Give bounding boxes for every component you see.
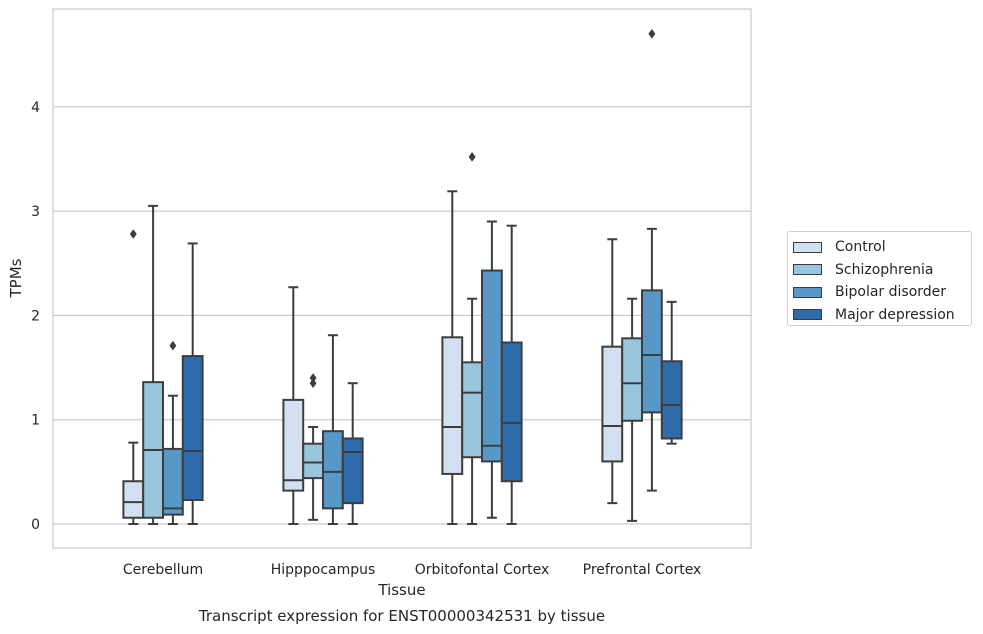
- iqr-box: [601, 345, 624, 463]
- iqr-box: [162, 447, 184, 516]
- iqr-box: [302, 442, 325, 480]
- box-control: [441, 190, 464, 525]
- legend-item-schizophrenia: Schizophrenia: [788, 259, 971, 282]
- chart-caption: Transcript expression for ENST0000034253…: [198, 607, 606, 625]
- legend-swatch: [793, 286, 822, 298]
- iqr-box: [282, 398, 305, 492]
- box-schizophrenia: [461, 151, 484, 525]
- x-tick-label: Prefrontal Cortex: [583, 562, 702, 578]
- boxes: [122, 28, 683, 525]
- box-schizophrenia: [621, 297, 644, 522]
- legend-swatch: [793, 264, 822, 276]
- x-tick-label: Hipppocampus: [271, 562, 376, 578]
- outlier-point: [468, 151, 476, 162]
- box-bipolar-disorder: [481, 220, 503, 519]
- legend-item-control: Control: [788, 236, 971, 259]
- box-schizophrenia: [302, 373, 325, 521]
- box-major-depression: [500, 224, 523, 525]
- y-tick-label: 0: [31, 517, 40, 533]
- outlier-point: [309, 378, 317, 389]
- box-control: [601, 238, 624, 505]
- iqr-box: [641, 289, 663, 414]
- box-bipolar-disorder: [641, 28, 663, 492]
- outlier-point: [309, 373, 317, 383]
- box-bipolar-disorder: [162, 340, 184, 525]
- iqr-box: [322, 430, 344, 510]
- box-major-depression: [341, 382, 364, 525]
- y-axis-label: TPMs: [7, 258, 25, 298]
- iqr-box: [122, 480, 145, 519]
- y-tick-label: 4: [31, 100, 40, 116]
- iqr-box: [461, 361, 484, 459]
- y-tick-label: 2: [31, 308, 40, 324]
- iqr-box: [181, 355, 204, 502]
- legend-swatch: [793, 309, 822, 321]
- legend-label: Bipolar disorder: [835, 284, 947, 301]
- legend: Control Schizophrenia Bipolar disorder M…: [787, 231, 972, 326]
- iqr-box: [441, 336, 464, 475]
- iqr-box: [621, 337, 644, 422]
- x-tick-label: Orbitofontal Cortex: [415, 562, 550, 578]
- box-major-depression: [181, 242, 204, 525]
- tick-labels: 0 1 2 3 4 Cerebellum Hipppocampus Orbitofontal …: [31, 100, 701, 578]
- x-axis-label: Tissue: [377, 581, 425, 599]
- iqr-box: [500, 341, 523, 483]
- legend-swatch: [793, 241, 822, 253]
- outlier-point: [169, 340, 177, 351]
- legend-label: Schizophrenia: [835, 261, 934, 278]
- legend-item-bipolar-disorder: Bipolar disorder: [788, 281, 971, 304]
- box-control: [282, 286, 305, 525]
- plot-frame: [52, 8, 752, 549]
- x-tick-label: Cerebellum: [123, 562, 203, 578]
- box-schizophrenia: [142, 204, 164, 525]
- iqr-box: [660, 360, 683, 440]
- box-control: [122, 229, 145, 525]
- outlier-point: [129, 229, 137, 239]
- box-bipolar-disorder: [322, 334, 344, 525]
- legend-label: Control: [835, 239, 886, 256]
- legend-label: Major depression: [835, 306, 955, 323]
- box-major-depression: [660, 300, 683, 445]
- y-tick-label: 3: [31, 204, 40, 220]
- iqr-box: [481, 269, 503, 463]
- outlier-point: [648, 28, 656, 39]
- iqr-box: [341, 437, 364, 505]
- legend-item-major-depression: Major depression: [788, 304, 971, 327]
- y-tick-label: 1: [31, 413, 40, 429]
